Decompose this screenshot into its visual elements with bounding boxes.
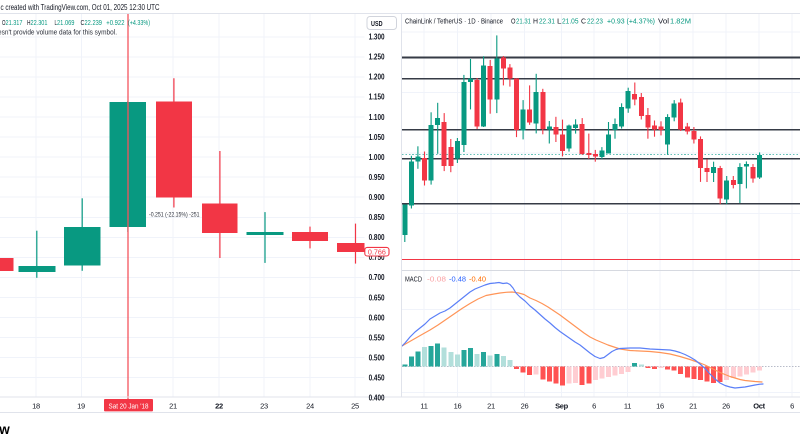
svg-text:18: 18 xyxy=(32,402,40,411)
svg-text:0.600: 0.600 xyxy=(369,313,385,322)
svg-text:21.069: 21.069 xyxy=(57,18,75,27)
svg-text:0.900: 0.900 xyxy=(369,193,385,202)
svg-text:11: 11 xyxy=(624,402,631,411)
svg-text:0.450: 0.450 xyxy=(369,374,385,383)
svg-text:esn't provide volume data for: esn't provide volume data for this symbo… xyxy=(0,28,117,37)
svg-text:0.850: 0.850 xyxy=(369,213,385,222)
svg-text:19: 19 xyxy=(77,402,85,411)
svg-text:ChainLink / TetherUS · 1D · Bi: ChainLink / TetherUS · 1D · Binance xyxy=(405,17,503,26)
svg-text:0.800: 0.800 xyxy=(369,233,385,242)
svg-text:21: 21 xyxy=(169,402,177,411)
svg-text:+0.922: +0.922 xyxy=(106,18,124,27)
svg-text:1.200: 1.200 xyxy=(369,73,385,82)
svg-text:6: 6 xyxy=(592,402,596,411)
svg-text:21.317: 21.317 xyxy=(6,18,23,27)
svg-text:Vol: Vol xyxy=(658,17,669,26)
svg-text:0.950: 0.950 xyxy=(369,173,385,182)
svg-text:C: C xyxy=(581,17,587,26)
svg-text:Oct: Oct xyxy=(753,402,765,411)
svg-text:22.301: 22.301 xyxy=(31,18,48,27)
svg-text:26: 26 xyxy=(722,402,730,411)
svg-text:USD: USD xyxy=(371,19,383,28)
svg-text:22.31: 22.31 xyxy=(539,17,555,26)
svg-text:0.766: 0.766 xyxy=(368,249,386,256)
svg-text:24: 24 xyxy=(306,402,314,411)
svg-text:-0.48: -0.48 xyxy=(449,275,466,284)
svg-text:1.250: 1.250 xyxy=(369,53,385,62)
svg-text:c created with TradingView.com: c created with TradingView.com, Oct 01, … xyxy=(1,3,160,12)
svg-text:L: L xyxy=(55,18,58,27)
svg-text:1.150: 1.150 xyxy=(369,93,385,102)
svg-text:O: O xyxy=(511,17,516,26)
svg-text:22: 22 xyxy=(215,402,223,411)
svg-text:26: 26 xyxy=(521,402,529,411)
svg-text:16: 16 xyxy=(656,402,664,411)
svg-text:22.23: 22.23 xyxy=(587,17,603,26)
svg-text:1.000: 1.000 xyxy=(369,153,385,162)
svg-text:Sat 20 Jan '18: Sat 20 Jan '18 xyxy=(109,403,149,410)
svg-text:0.650: 0.650 xyxy=(369,293,385,302)
svg-text:H: H xyxy=(533,17,538,26)
svg-text:Sep: Sep xyxy=(555,402,569,411)
svg-text:21: 21 xyxy=(689,402,697,411)
svg-text:0.700: 0.700 xyxy=(369,273,385,282)
svg-text:-0.40: -0.40 xyxy=(469,275,486,284)
svg-text:1.100: 1.100 xyxy=(369,113,385,122)
svg-text:MACD: MACD xyxy=(405,275,422,284)
svg-text:1.050: 1.050 xyxy=(369,133,385,142)
svg-text:O: O xyxy=(2,18,6,27)
svg-text:22.239: 22.239 xyxy=(85,18,103,27)
svg-text:+0.93 (+4.37%): +0.93 (+4.37%) xyxy=(607,17,655,26)
svg-text:0.500: 0.500 xyxy=(369,353,385,362)
svg-text:11: 11 xyxy=(420,402,427,411)
svg-text:25: 25 xyxy=(351,402,359,411)
svg-text:-0.08: -0.08 xyxy=(427,275,446,284)
svg-text:H: H xyxy=(27,18,31,27)
svg-text:ew: ew xyxy=(0,422,10,437)
svg-text:21.05: 21.05 xyxy=(562,17,579,26)
svg-text:21: 21 xyxy=(487,402,495,411)
svg-text:23: 23 xyxy=(260,402,268,411)
svg-text:16: 16 xyxy=(454,402,462,411)
svg-text:21.31: 21.31 xyxy=(516,17,531,26)
svg-text:(+4.33%): (+4.33%) xyxy=(128,18,150,27)
svg-text:C: C xyxy=(81,18,85,27)
svg-text:L: L xyxy=(557,17,562,26)
svg-text:0.400: 0.400 xyxy=(369,394,385,403)
svg-text:0.550: 0.550 xyxy=(369,333,385,342)
svg-text:0.750: 0.750 xyxy=(369,253,385,262)
svg-text:1.82M: 1.82M xyxy=(670,17,691,26)
svg-text:6: 6 xyxy=(790,402,794,411)
svg-text:1.300: 1.300 xyxy=(369,33,385,42)
svg-text:-0.251 (-22.15%) -251: -0.251 (-22.15%) -251 xyxy=(149,212,200,219)
